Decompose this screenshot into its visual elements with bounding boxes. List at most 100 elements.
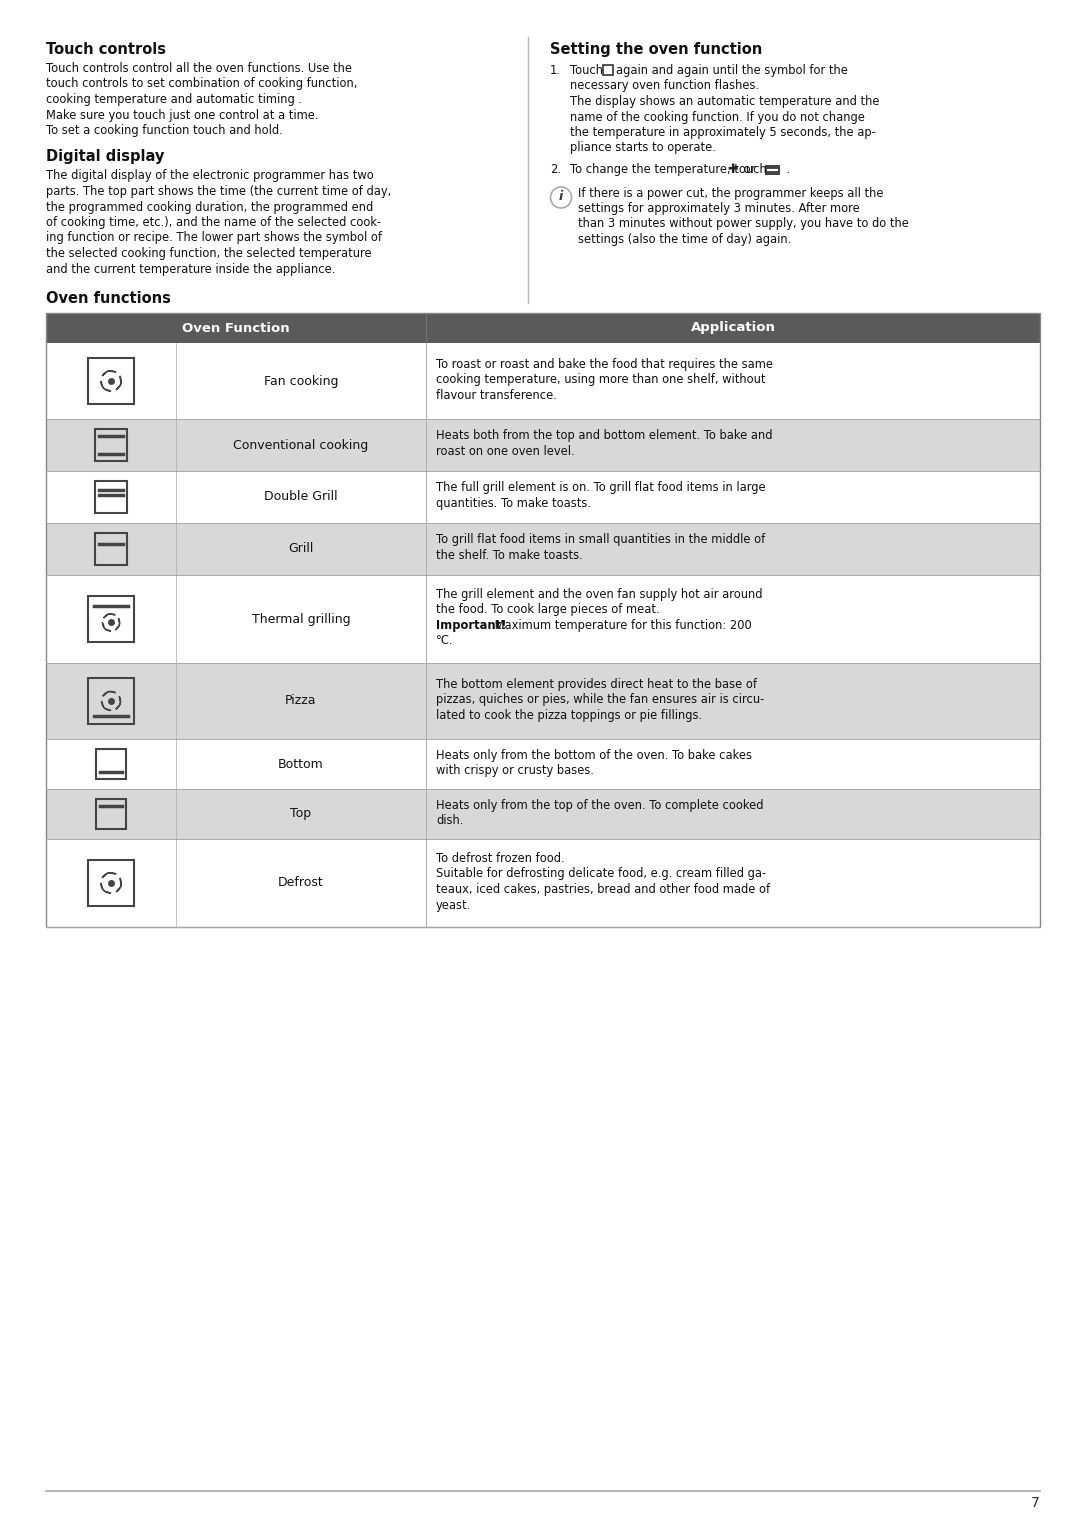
Text: the food. To cook large pieces of meat.: the food. To cook large pieces of meat. [436,604,660,616]
Text: The full grill element is on. To grill flat food items in large: The full grill element is on. To grill f… [436,482,766,494]
Bar [89,679,134,723]
Text: The display shows an automatic temperature and the: The display shows an automatic temperatu… [570,95,879,109]
Polygon shape [100,381,111,391]
Text: i: i [558,191,563,203]
Text: 1.: 1. [550,64,561,76]
Text: lated to cook the pizza toppings or pie fillings.: lated to cook the pizza toppings or pie … [436,709,702,722]
Text: °C.: °C. [436,635,454,647]
Text: To change the temperature, touch: To change the temperature, touch [570,164,770,176]
Text: To set a cooking function touch and hold.: To set a cooking function touch and hold… [46,124,283,138]
Polygon shape [102,700,111,711]
Text: dish.: dish. [436,813,463,827]
Polygon shape [103,372,116,376]
Text: necessary oven function flashes.: necessary oven function flashes. [570,80,759,92]
Text: settings for approximately 3 minutes. After more: settings for approximately 3 minutes. Af… [578,202,860,216]
Text: yeast.: yeast. [436,899,471,911]
Polygon shape [103,873,117,878]
Bar [46,789,1040,839]
Bar [603,66,613,75]
Polygon shape [116,376,121,390]
Text: settings (also the time of day) again.: settings (also the time of day) again. [578,232,792,246]
Bar [95,482,126,512]
Text: or: or [740,164,759,176]
Bar [46,664,1040,739]
Text: Defrost: Defrost [279,876,324,890]
Bar [46,419,1040,471]
Bar [46,739,1040,789]
Text: Bottom: Bottom [279,757,324,771]
Text: 7: 7 [1031,1495,1040,1511]
Text: Touch controls control all the oven functions. Use the: Touch controls control all the oven func… [46,63,352,75]
Text: ing function or recipe. The lower part shows the symbol of: ing function or recipe. The lower part s… [46,231,382,245]
Text: To roast or roast and bake the food that requires the same: To roast or roast and bake the food that… [436,358,773,370]
Text: The bottom element provides direct heat to the base of: The bottom element provides direct heat … [436,677,757,691]
Text: Suitable for defrosting delicate food, e.g. cream filled ga-: Suitable for defrosting delicate food, e… [436,867,766,881]
Polygon shape [116,618,120,630]
Text: roast on one oven level.: roast on one oven level. [436,445,575,459]
Polygon shape [103,622,111,631]
Text: Fan cooking: Fan cooking [264,375,338,387]
Text: The digital display of the electronic programmer has two: The digital display of the electronic pr… [46,170,374,182]
Text: Oven Function: Oven Function [183,321,289,335]
Bar [46,313,1040,342]
Text: Grill: Grill [288,543,313,555]
Bar [46,575,1040,664]
Text: cooking temperature and automatic timing .: cooking temperature and automatic timing… [46,93,302,106]
Bar [96,749,126,778]
Text: Touch controls: Touch controls [46,41,166,57]
Bar [765,165,780,174]
Text: the temperature in approximately 5 seconds, the ap-: the temperature in approximately 5 secon… [570,125,876,139]
Text: with crispy or crusty bases.: with crispy or crusty bases. [436,764,594,777]
Text: the programmed cooking duration, the programmed end: the programmed cooking duration, the pro… [46,200,374,214]
Polygon shape [104,613,116,618]
Text: teaux, iced cakes, pastries, bread and other food made of: teaux, iced cakes, pastries, bread and o… [436,884,770,896]
Text: the selected cooking function, the selected temperature: the selected cooking function, the selec… [46,248,372,260]
Polygon shape [100,884,111,893]
Text: flavour transference.: flavour transference. [436,388,557,402]
Text: cooking temperature, using more than one shelf, without: cooking temperature, using more than one… [436,373,766,387]
Text: quantities. To make toasts.: quantities. To make toasts. [436,497,591,511]
Text: pizzas, quiches or pies, while the fan ensures air is circu-: pizzas, quiches or pies, while the fan e… [436,693,765,706]
Bar [46,471,1040,523]
Polygon shape [103,691,116,696]
Text: again and again until the symbol for the: again and again until the symbol for the [616,64,848,76]
Text: To defrost frozen food.: To defrost frozen food. [436,852,565,865]
Text: name of the cooking function. If you do not change: name of the cooking function. If you do … [570,110,865,124]
Polygon shape [117,878,121,891]
Text: Heats only from the bottom of the oven. To bake cakes: Heats only from the bottom of the oven. … [436,749,752,761]
Text: Heats only from the top of the oven. To complete cooked: Heats only from the top of the oven. To … [436,798,764,812]
Text: Thermal grilling: Thermal grilling [252,613,350,625]
Text: The grill element and the oven fan supply hot air around: The grill element and the oven fan suppl… [436,589,762,601]
Text: than 3 minutes without power supply, you have to do the: than 3 minutes without power supply, you… [578,217,909,231]
Text: Pizza: Pizza [285,694,316,708]
Bar [46,523,1040,575]
Bar [95,534,126,564]
Text: and the current temperature inside the appliance.: and the current temperature inside the a… [46,263,336,275]
Bar [46,313,1040,927]
Bar [87,596,134,642]
Text: Make sure you touch just one control at a time.: Make sure you touch just one control at … [46,109,319,121]
Bar [95,430,126,460]
Bar [46,342,1040,419]
Text: Application: Application [690,321,775,335]
Text: Conventional cooking: Conventional cooking [233,439,368,451]
Text: To grill flat food items in small quantities in the middle of: To grill flat food items in small quanti… [436,534,766,546]
Bar [89,358,134,404]
Text: ✚: ✚ [727,164,738,176]
Text: Maximum temperature for this function: 200: Maximum temperature for this function: 2… [491,619,752,631]
Text: Setting the oven function: Setting the oven function [550,41,762,57]
Bar [96,800,126,829]
Text: Digital display: Digital display [46,150,164,165]
Text: Important!: Important! [436,619,507,631]
Text: the shelf. To make toasts.: the shelf. To make toasts. [436,549,583,563]
Text: parts. The top part shows the time (the current time of day,: parts. The top part shows the time (the … [46,185,391,197]
Text: pliance starts to operate.: pliance starts to operate. [570,142,716,154]
Text: 2.: 2. [550,164,561,176]
Bar [87,859,134,907]
Bar [46,839,1040,927]
Text: Oven functions: Oven functions [46,291,171,306]
Text: Heats both from the top and bottom element. To bake and: Heats both from the top and bottom eleme… [436,430,772,442]
Text: If there is a power cut, the programmer keeps all the: If there is a power cut, the programmer … [578,187,883,199]
Polygon shape [116,696,121,709]
Text: of cooking time, etc.), and the name of the selected cook-: of cooking time, etc.), and the name of … [46,216,381,229]
